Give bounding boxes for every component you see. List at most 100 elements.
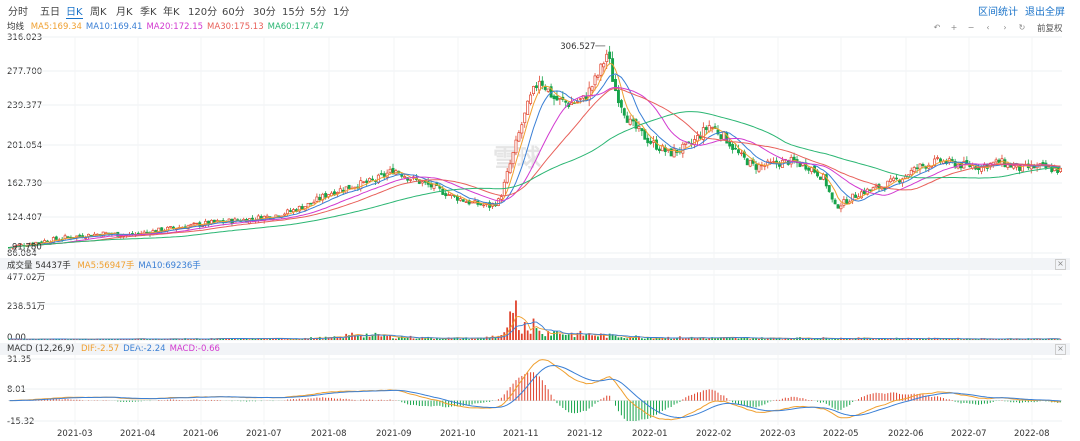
candle-body — [409, 179, 413, 181]
volume-bar — [866, 338, 869, 340]
volume-bar — [746, 337, 749, 340]
period-tab-3[interactable]: 周K — [90, 7, 107, 18]
volume-bar — [327, 337, 330, 340]
x-tick-15: 2022-08 — [1014, 429, 1050, 439]
period-tab-8[interactable]: 60分 — [222, 7, 245, 18]
volume-bar — [690, 336, 693, 340]
candle-body — [734, 147, 738, 150]
volume-bar — [629, 336, 632, 340]
zoom-out-icon[interactable]: − — [967, 23, 975, 32]
candle-body — [833, 199, 837, 205]
candle-body — [684, 142, 688, 145]
price-y-tick-6: 86.084 — [7, 249, 37, 259]
candle-body — [382, 173, 386, 177]
volume-bar — [731, 337, 734, 340]
candle-body — [587, 87, 591, 101]
candle-body — [640, 128, 644, 132]
period-tab-0[interactable]: 分时 — [8, 7, 28, 18]
period-tab-9[interactable]: 30分 — [253, 7, 276, 18]
candle-body — [1012, 165, 1016, 169]
volume-bar — [974, 339, 977, 340]
candle-body — [461, 199, 465, 202]
candle-body — [1050, 167, 1054, 173]
vol-ma5-line — [9, 316, 1061, 340]
volume-bar — [734, 337, 737, 340]
volume-bar — [913, 339, 916, 340]
vol-ma-legend-item-1: MA10:69236手 — [138, 261, 201, 271]
volume-bar — [842, 339, 845, 340]
scroll-left-icon[interactable]: ‹ — [986, 23, 990, 32]
candle-body — [634, 119, 638, 129]
zoom-in-icon[interactable]: + — [950, 23, 958, 32]
candle-body — [892, 177, 896, 181]
volume-bar — [960, 339, 962, 340]
volume-bar — [538, 330, 541, 340]
period-tab-2[interactable]: 日K — [66, 3, 83, 19]
candle-body — [558, 97, 562, 100]
period-tab-10[interactable]: 15分 — [282, 7, 305, 18]
x-tick-10: 2022-02 — [696, 429, 732, 439]
x-tick-5: 2021-09 — [376, 429, 412, 439]
reset-icon[interactable]: ↻ — [1018, 23, 1026, 32]
volume-bar — [564, 334, 567, 340]
period-tab-7[interactable]: 120分 — [188, 7, 218, 18]
range-stats-link[interactable]: 区间统计 — [978, 7, 1018, 18]
period-tab-1[interactable]: 五日 — [40, 7, 60, 18]
candle-body — [420, 181, 424, 184]
volume-bar — [810, 339, 813, 340]
volume-bar — [954, 339, 957, 340]
candle-body — [657, 148, 661, 151]
volume-bar — [436, 338, 438, 340]
candle-body — [1047, 165, 1051, 168]
volume-bar — [280, 339, 283, 340]
volume-bar — [333, 336, 336, 340]
ma10-line — [9, 73, 1061, 248]
candle-body — [824, 174, 828, 187]
period-tab-4[interactable]: 月K — [116, 7, 133, 18]
volume-bar — [260, 338, 263, 340]
volume-bar — [547, 331, 550, 340]
volume-bar — [222, 338, 225, 340]
volume-y-tick-1: 238.51万 — [7, 302, 46, 312]
scroll-right-icon[interactable]: › — [1003, 23, 1007, 32]
candle-body — [365, 180, 369, 183]
volume-bar — [556, 331, 558, 340]
close-macd-icon[interactable]: × — [1055, 344, 1066, 355]
period-tab-11[interactable]: 5分 — [310, 7, 327, 18]
volume-bar — [479, 337, 482, 340]
candle-body — [883, 187, 887, 190]
undo-icon[interactable]: ↶ — [933, 23, 941, 32]
volume-bar — [1018, 339, 1021, 340]
volume-bar — [277, 338, 280, 340]
volume-y-tick-0: 477.02万 — [7, 273, 46, 283]
volume-bar — [111, 339, 113, 340]
candle-body — [605, 53, 609, 63]
candle-body — [517, 132, 521, 142]
volume-bar — [1033, 338, 1036, 340]
volume-bar — [380, 336, 383, 340]
adjust-price-toggle[interactable]: 前复权 — [1037, 24, 1063, 34]
period-tab-12[interactable]: 1分 — [333, 7, 350, 18]
volume-bar — [456, 337, 459, 340]
period-tab-5[interactable]: 季K — [140, 7, 157, 18]
candle-body — [499, 196, 503, 200]
volume-bar — [878, 338, 880, 340]
exit-fullscreen-link[interactable]: 退出全屏 — [1025, 7, 1065, 18]
volume-bar — [889, 338, 892, 340]
candle-body — [341, 189, 345, 192]
volume-bar — [459, 338, 462, 340]
volume-bar — [512, 312, 514, 340]
candle-body — [830, 192, 834, 200]
close-volume-icon[interactable]: × — [1055, 259, 1066, 270]
candle-body — [192, 222, 196, 225]
volume-bar — [482, 338, 485, 340]
candle-body — [672, 148, 676, 158]
period-tab-6[interactable]: 年K — [163, 7, 180, 18]
candle-body — [496, 198, 500, 206]
max-price-label: 306.527 — [560, 42, 595, 52]
candle-body — [898, 179, 901, 183]
volume-bar — [655, 338, 658, 340]
volume-bar — [676, 337, 678, 340]
volume-bar — [968, 338, 971, 340]
